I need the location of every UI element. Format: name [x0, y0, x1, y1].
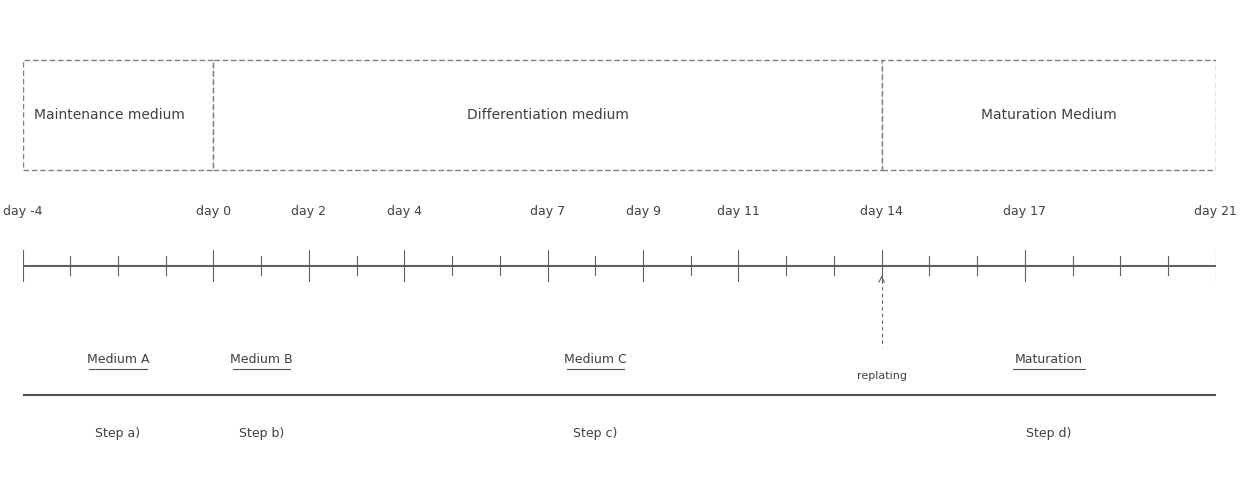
Text: day 2: day 2: [291, 205, 326, 218]
Text: Maturation Medium: Maturation Medium: [981, 108, 1116, 122]
Text: day 17: day 17: [1003, 205, 1047, 218]
Text: Medium C: Medium C: [564, 353, 626, 366]
FancyBboxPatch shape: [22, 60, 213, 170]
Text: Medium B: Medium B: [229, 353, 293, 366]
Text: day -4: day -4: [2, 205, 42, 218]
Text: Maturation: Maturation: [1014, 353, 1083, 366]
Text: Step b): Step b): [238, 427, 284, 440]
FancyBboxPatch shape: [882, 60, 1215, 170]
Text: Step a): Step a): [95, 427, 140, 440]
Text: Differentiation medium: Differentiation medium: [466, 108, 629, 122]
Text: Medium A: Medium A: [87, 353, 149, 366]
Text: day 9: day 9: [625, 205, 661, 218]
Text: day 0: day 0: [196, 205, 231, 218]
Text: day 14: day 14: [861, 205, 903, 218]
FancyBboxPatch shape: [213, 60, 882, 170]
Text: Step d): Step d): [1025, 427, 1071, 440]
Text: day 21: day 21: [1194, 205, 1238, 218]
Text: Maintenance medium: Maintenance medium: [35, 108, 185, 122]
Text: Step c): Step c): [573, 427, 618, 440]
Text: day 4: day 4: [387, 205, 422, 218]
Text: replating: replating: [857, 371, 906, 381]
Text: day 11: day 11: [717, 205, 760, 218]
Text: day 7: day 7: [529, 205, 565, 218]
